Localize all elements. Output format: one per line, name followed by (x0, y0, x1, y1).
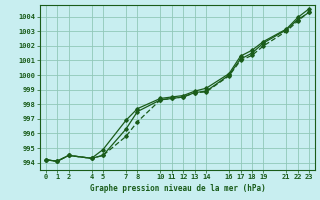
X-axis label: Graphe pression niveau de la mer (hPa): Graphe pression niveau de la mer (hPa) (90, 184, 265, 193)
